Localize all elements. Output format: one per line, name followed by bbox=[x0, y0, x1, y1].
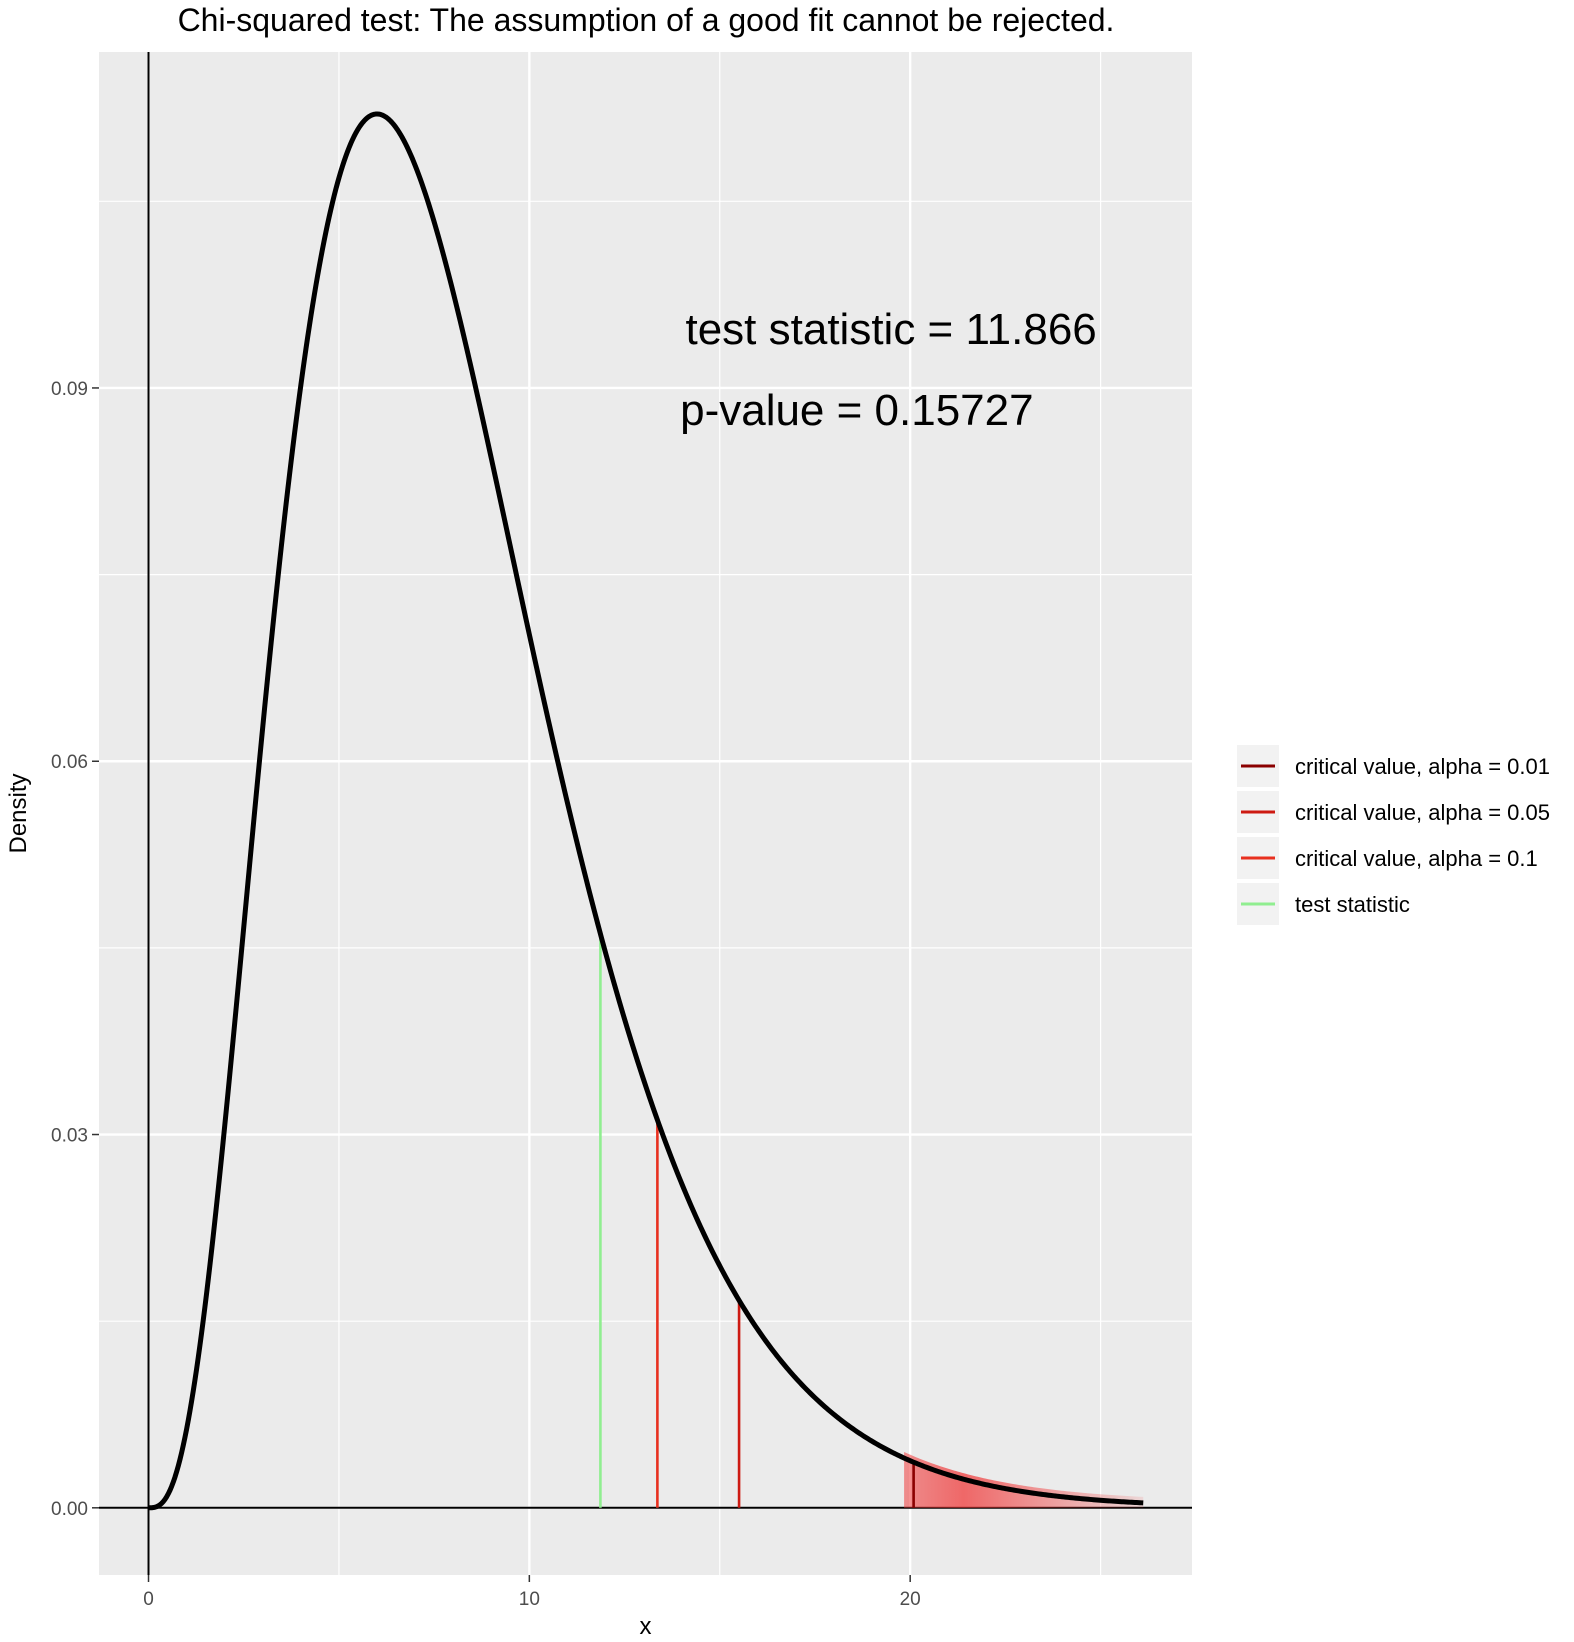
annotation-1: test statistic = 11.866 bbox=[685, 305, 1096, 354]
x-axis-title: x bbox=[640, 1613, 652, 1640]
y-tick-label: 0.06 bbox=[51, 752, 88, 773]
y-axis-ticks: 0.00 0.03 0.06 0.09 bbox=[51, 379, 99, 1520]
density-curve bbox=[147, 111, 1145, 1511]
chart-title: Chi-squared test: The assumption of a go… bbox=[178, 2, 1115, 38]
legend: critical value, alpha = 0.01 critical val… bbox=[1237, 745, 1550, 925]
y-tick-label: 0.03 bbox=[51, 1126, 88, 1147]
legend-label: test statistic bbox=[1295, 892, 1410, 917]
legend-label: critical value, alpha = 0.01 bbox=[1295, 754, 1550, 779]
plot-panel bbox=[99, 52, 1192, 1575]
annotations-group: test statistic = 11.866 p-value = 0.15727 bbox=[680, 305, 1097, 435]
x-axis-ticks: 0 10 20 bbox=[143, 1575, 921, 1610]
rejection-region-shade bbox=[904, 1452, 1144, 1508]
y-axis-title: Density bbox=[5, 773, 32, 853]
legend-label: critical value, alpha = 0.05 bbox=[1295, 800, 1550, 825]
annotation-2: p-value = 0.15727 bbox=[680, 386, 1034, 435]
y-tick-label: 0.00 bbox=[51, 1499, 88, 1520]
grid-minor bbox=[99, 52, 1192, 1575]
x-tick-label: 10 bbox=[519, 1589, 540, 1610]
legend-label: critical value, alpha = 0.1 bbox=[1295, 846, 1538, 871]
x-tick-label: 20 bbox=[900, 1589, 921, 1610]
x-tick-label: 0 bbox=[143, 1589, 154, 1610]
y-tick-label: 0.09 bbox=[51, 379, 88, 400]
vertical-lines-group bbox=[599, 933, 915, 1508]
